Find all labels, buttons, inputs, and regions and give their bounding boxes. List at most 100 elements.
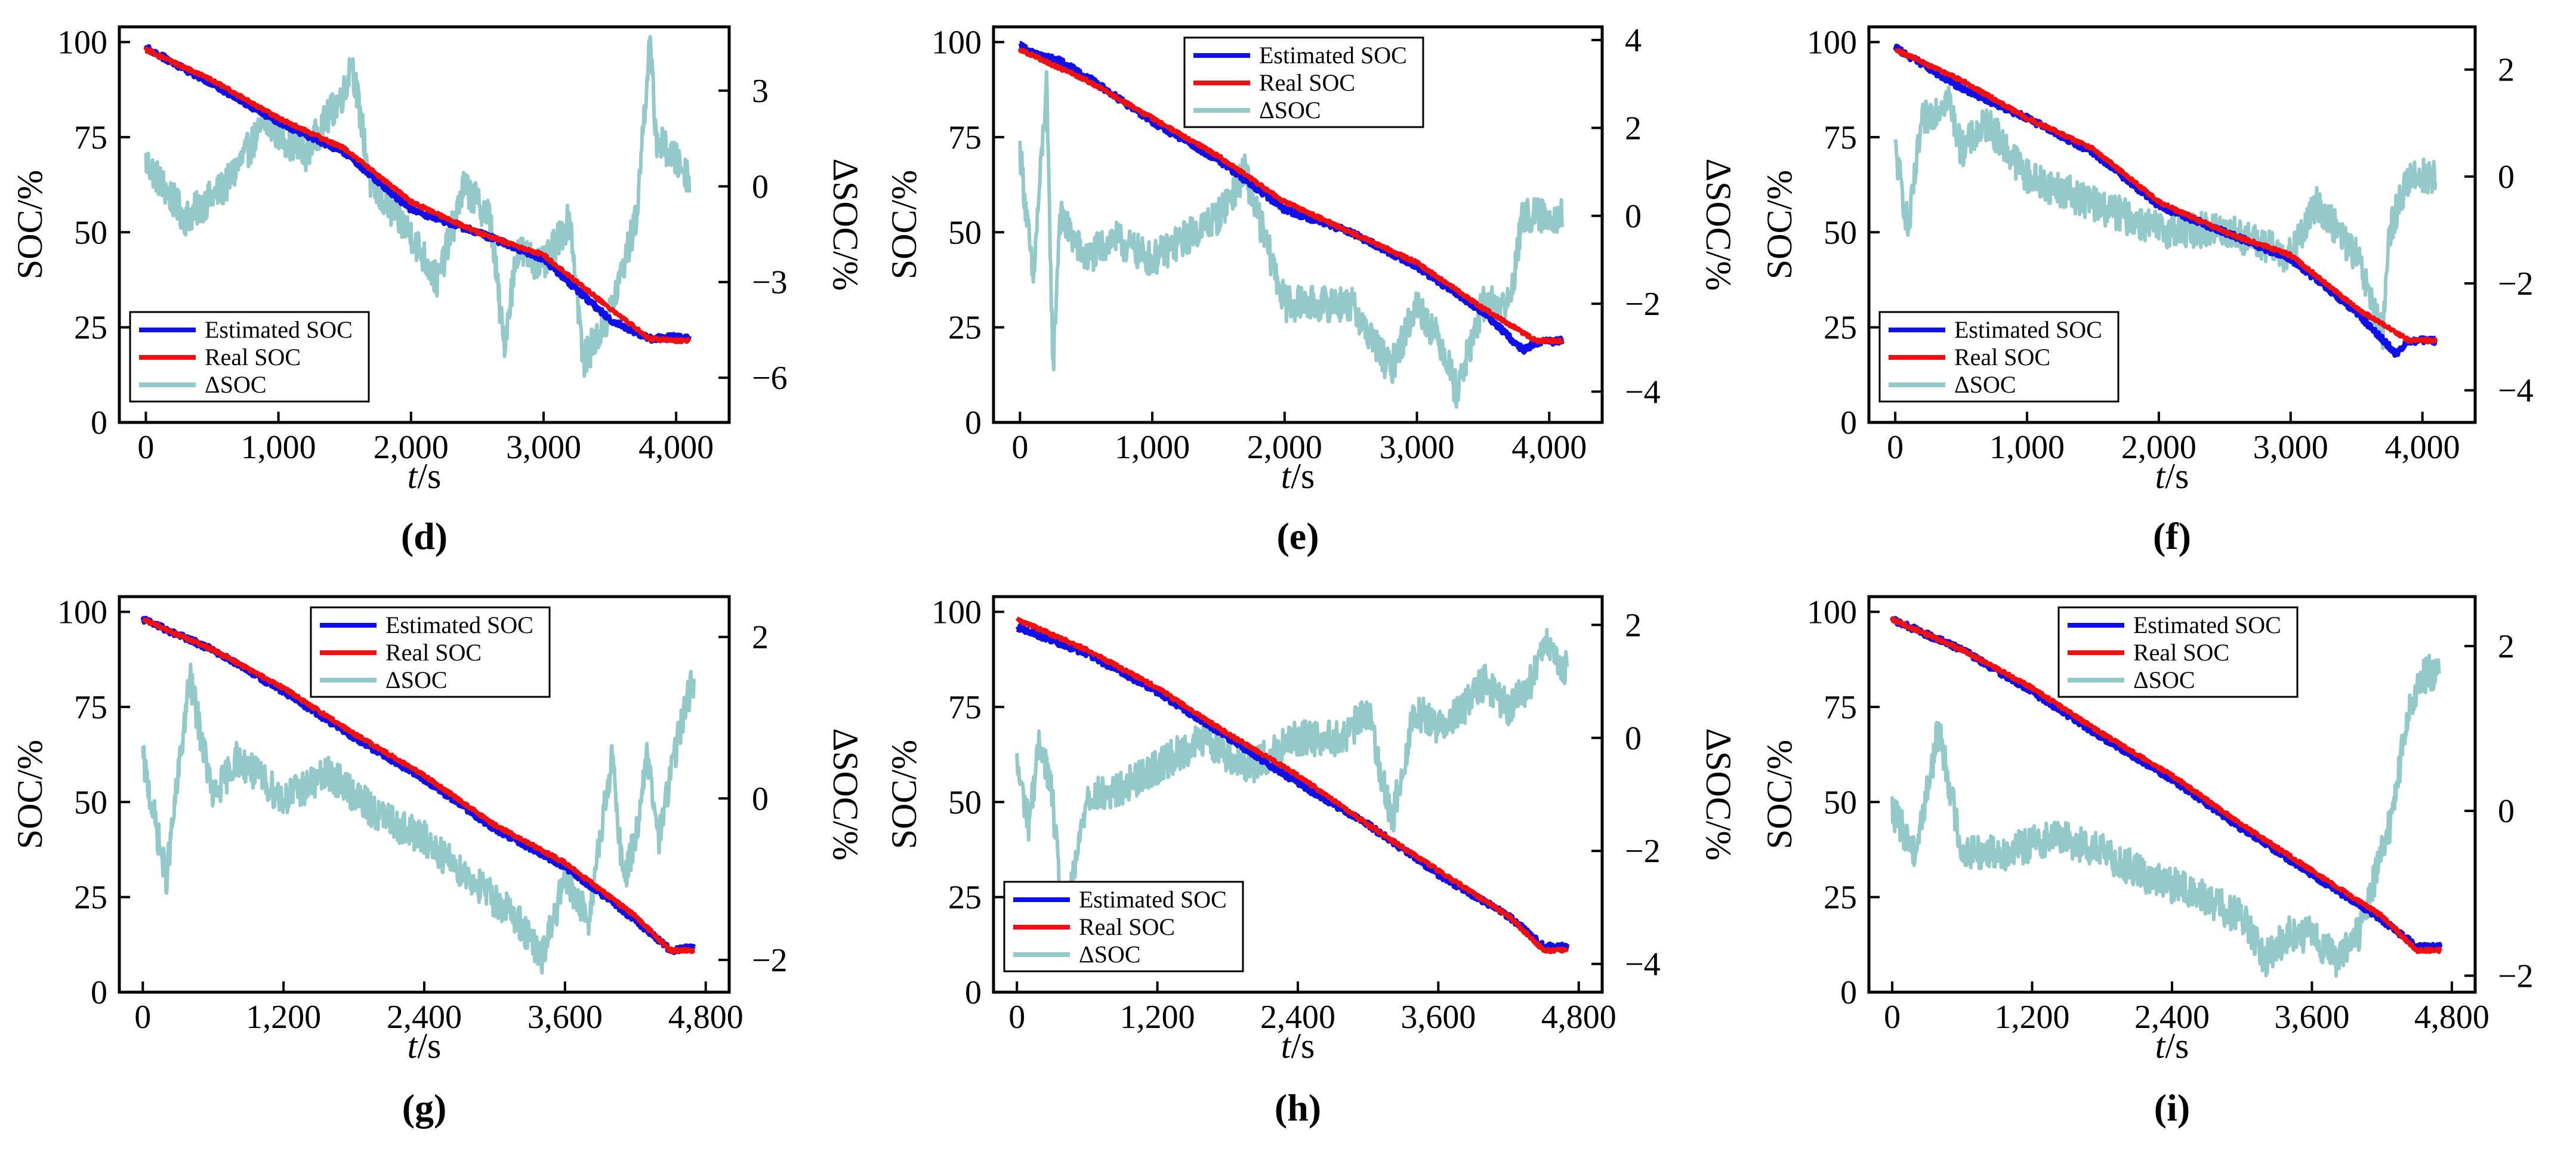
y-tick-label: 100	[1807, 594, 1857, 631]
y-tick-label: 100	[931, 594, 982, 631]
delta-soc-line	[1893, 85, 2438, 350]
legend-label: ΔSOC	[1079, 941, 1141, 968]
y-tick-label: 0	[1840, 405, 1857, 442]
y-tick-label: 0	[1840, 974, 1857, 1011]
y-tick-label: 100	[1807, 24, 1857, 61]
estimated-soc-line	[1893, 44, 2438, 358]
plot-frame	[118, 25, 731, 424]
y-tick-label: 0	[965, 974, 982, 1011]
y2-tick-label: 0	[2498, 159, 2515, 196]
legend-label: Real SOC	[2133, 639, 2229, 666]
y2-axis-title: ΔSOC/%	[2572, 159, 2576, 291]
x-axis-title-var: t	[2155, 456, 2166, 496]
x-axis-title: t/s	[2155, 456, 2189, 496]
x-axis-title-var: t	[408, 456, 418, 496]
plot-frame	[1867, 25, 2477, 424]
y-tick-label: 0	[91, 974, 107, 1011]
y-tick-label: 50	[948, 214, 982, 251]
x-tick-label: 2,400	[1260, 999, 1335, 1036]
legend-label: ΔSOC	[205, 371, 267, 398]
y2-tick-label: 0	[752, 780, 769, 817]
y-tick-label: 25	[948, 879, 982, 916]
legend-label: Real SOC	[385, 639, 482, 666]
x-tick-label: 4,000	[638, 429, 714, 466]
y2-tick-label: −4	[1625, 373, 1661, 410]
panel-label: (g)	[402, 1086, 447, 1129]
y-tick-label: 75	[948, 689, 982, 726]
y2-tick-label: 4	[1625, 22, 1642, 59]
x-tick-label: 1,200	[1120, 999, 1195, 1036]
panel-label: (f)	[2153, 515, 2191, 557]
y-tick-label: 0	[91, 405, 107, 442]
y-tick-label: 75	[1824, 119, 1857, 156]
y2-tick-label: −2	[2498, 958, 2534, 995]
real-soc-line	[1893, 48, 2438, 344]
y2-tick-label: −3	[752, 264, 788, 301]
legend-label: Estimated SOC	[2133, 612, 2281, 638]
y-tick-label: 25	[1824, 310, 1857, 347]
delta-soc-line	[1015, 628, 1569, 940]
y-tick-label: 50	[948, 784, 982, 821]
x-tick-label: 3,600	[527, 999, 603, 1036]
x-tick-label: 2,000	[1247, 429, 1322, 466]
plot-frame	[992, 25, 1604, 424]
legend-label: Real SOC	[1079, 913, 1175, 940]
legend-label: Estimated SOC	[1079, 886, 1227, 913]
y2-tick-label: 2	[2498, 628, 2515, 665]
x-axis-title-var: t	[408, 1026, 418, 1066]
x-tick-label: 3,000	[1380, 429, 1455, 466]
x-tick-label: 3,000	[2253, 429, 2328, 466]
y-tick-label: 75	[948, 119, 982, 156]
x-axis-title-unit: /s	[2165, 1026, 2189, 1066]
y-tick-label: 50	[1824, 214, 1857, 251]
real-soc-line	[1015, 616, 1569, 955]
x-tick-label: 2,400	[2134, 999, 2210, 1036]
y-tick-label: 100	[57, 594, 107, 631]
x-axis-title-unit: /s	[1291, 1026, 1315, 1066]
y-axis-title: SOC/%	[1760, 740, 1799, 849]
x-tick-label: 1,000	[1989, 429, 2065, 466]
real-soc-line	[1890, 616, 2442, 955]
y2-tick-label: 0	[1625, 198, 1642, 235]
x-tick-label: 3,000	[506, 429, 581, 466]
x-axis-title-var: t	[2155, 1026, 2166, 1066]
y2-tick-label: 0	[2498, 793, 2515, 830]
x-axis-title: t/s	[1281, 1026, 1315, 1066]
x-tick-label: 0	[137, 429, 154, 466]
delta-soc-line	[1018, 70, 1565, 409]
x-tick-label: 3,600	[2274, 999, 2349, 1036]
legend-label: Real SOC	[1259, 69, 1355, 96]
x-tick-label: 4,800	[1541, 999, 1616, 1036]
y2-tick-label: 2	[2498, 52, 2515, 89]
y2-axis-title: ΔSOC/%	[1699, 159, 1738, 291]
y2-tick-label: −4	[2498, 372, 2534, 409]
y2-tick-label: −4	[1625, 946, 1661, 983]
x-axis-title-unit: /s	[1291, 456, 1315, 496]
y2-tick-label: 2	[1625, 110, 1642, 147]
panel-label: (e)	[1276, 515, 1319, 557]
panel-label: (h)	[1275, 1086, 1321, 1129]
x-tick-label: 2,400	[387, 999, 462, 1036]
chart-panel-d: 0 1,000 2,000 3,000 4,000 0 25 50 75 100 −6 −3 0 3 t/s…	[10, 24, 865, 558]
y2-tick-label: 0	[752, 168, 769, 205]
delta-soc-line	[1890, 653, 2442, 978]
x-axis-title-var: t	[1281, 1026, 1292, 1066]
y2-tick-label: 2	[1625, 607, 1642, 644]
y2-axis-title: ΔSOC/%	[2572, 728, 2576, 861]
x-tick-label: 2,000	[374, 429, 449, 466]
y2-axis-title: ΔSOC/%	[826, 728, 865, 861]
y-tick-label: 75	[1824, 689, 1857, 726]
x-axis-title-unit: /s	[417, 456, 441, 496]
y-tick-label: 75	[74, 119, 107, 156]
y-tick-label: 50	[74, 784, 107, 821]
legend-label: Real SOC	[1954, 344, 2050, 371]
y-tick-label: 25	[948, 310, 982, 347]
y-tick-label: 25	[74, 310, 107, 347]
y2-tick-label: −2	[752, 942, 788, 979]
x-tick-label: 4,800	[668, 999, 744, 1036]
